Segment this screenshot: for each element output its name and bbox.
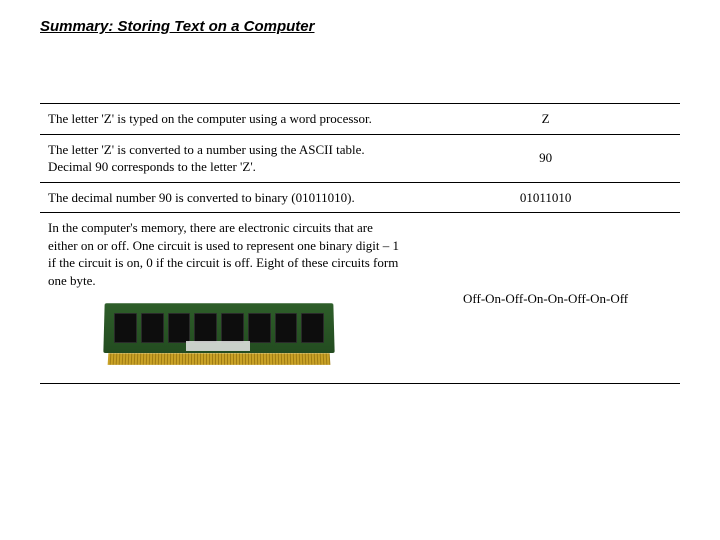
- table-row: In the computer's memory, there are elec…: [40, 213, 680, 384]
- table-row: The decimal number 90 is converted to bi…: [40, 182, 680, 213]
- step-value: 90: [411, 134, 680, 182]
- step-value: 01011010: [411, 182, 680, 213]
- step-description: The decimal number 90 is converted to bi…: [40, 182, 411, 213]
- step-description: In the computer's memory, there are elec…: [48, 220, 399, 288]
- page-title: Summary: Storing Text on a Computer: [40, 18, 680, 35]
- step-description-with-image: In the computer's memory, there are elec…: [40, 213, 411, 384]
- table-row: The letter 'Z' is converted to a number …: [40, 134, 680, 182]
- summary-table: The letter 'Z' is typed on the computer …: [40, 103, 680, 384]
- step-description: The letter 'Z' is converted to a number …: [40, 134, 411, 182]
- ram-module-icon: [104, 295, 334, 377]
- table-row: The letter 'Z' is typed on the computer …: [40, 104, 680, 135]
- step-value: Z: [411, 104, 680, 135]
- step-value: Off-On-Off-On-On-Off-On-Off: [411, 213, 680, 384]
- step-description: The letter 'Z' is typed on the computer …: [40, 104, 411, 135]
